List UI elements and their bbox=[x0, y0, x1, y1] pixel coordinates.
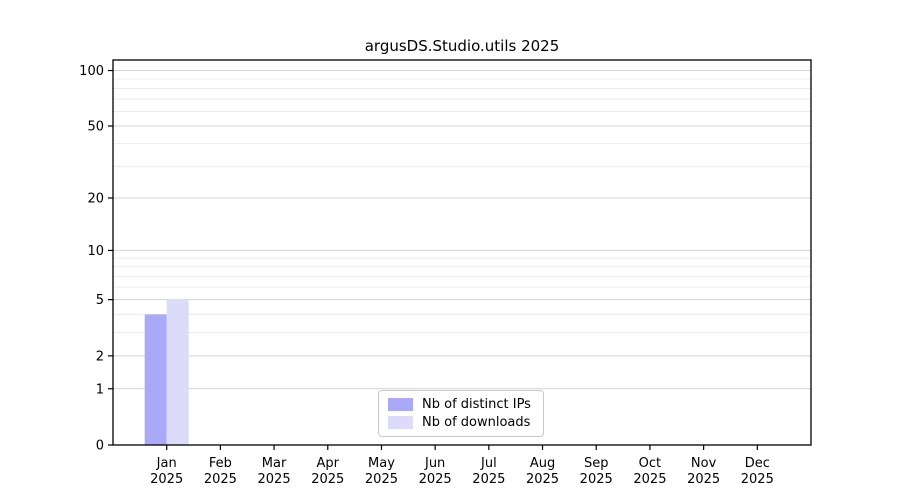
y-tick-label-20: 20 bbox=[87, 191, 104, 206]
x-tick-label-month: Oct bbox=[639, 456, 661, 471]
y-tick-label-50: 50 bbox=[87, 119, 104, 134]
x-tick-label-month: Aug bbox=[530, 456, 555, 471]
legend: Nb of distinct IPs Nb of downloads bbox=[378, 390, 544, 437]
x-tick-label-month: Dec bbox=[745, 456, 770, 471]
y-tick-label-10: 10 bbox=[87, 244, 104, 259]
x-tick-label-month: Jul bbox=[480, 456, 497, 471]
x-tick-label-year: 2025 bbox=[526, 472, 559, 487]
x-tick-label-month: Mar bbox=[262, 456, 287, 471]
x-tick-label-year: 2025 bbox=[687, 472, 720, 487]
x-tick-label-year: 2025 bbox=[150, 472, 183, 487]
y-tick-label-2: 2 bbox=[96, 349, 104, 364]
x-tick-label-year: 2025 bbox=[204, 472, 237, 487]
x-tick-label-year: 2025 bbox=[258, 472, 291, 487]
bar-distinct-ips-jan bbox=[144, 314, 167, 445]
y-tick-label-0: 0 bbox=[96, 439, 104, 454]
x-tick-label-year: 2025 bbox=[472, 472, 505, 487]
y-tick-label-100: 100 bbox=[79, 64, 104, 79]
x-tick-label-month: Jan bbox=[156, 456, 177, 471]
x-tick-label-year: 2025 bbox=[580, 472, 613, 487]
y-tick-label-1: 1 bbox=[96, 382, 104, 397]
x-tick-label-month: Nov bbox=[691, 456, 717, 471]
legend-label-downloads: Nb of downloads bbox=[422, 415, 531, 430]
x-tick-label-month: May bbox=[368, 456, 395, 471]
x-tick-label-month: Sep bbox=[584, 456, 609, 471]
x-tick-label-year: 2025 bbox=[311, 472, 344, 487]
legend-item-distinct-ips: Nb of distinct IPs bbox=[388, 397, 534, 412]
plot-frame bbox=[112, 59, 812, 446]
y-tick-label-5: 5 bbox=[96, 293, 104, 308]
x-tick-label-year: 2025 bbox=[741, 472, 774, 487]
legend-item-downloads: Nb of downloads bbox=[388, 415, 534, 430]
x-tick-label-year: 2025 bbox=[633, 472, 666, 487]
x-tick-label-month: Feb bbox=[209, 456, 232, 471]
x-tick-label-month: Jun bbox=[424, 456, 445, 471]
bar-downloads-jan bbox=[166, 299, 189, 445]
x-tick-label-year: 2025 bbox=[419, 472, 452, 487]
legend-swatch-downloads bbox=[388, 416, 413, 429]
legend-swatch-distinct-ips bbox=[388, 398, 413, 411]
legend-label-distinct-ips: Nb of distinct IPs bbox=[422, 397, 531, 412]
chart-title: argusDS.Studio.utils 2025 bbox=[364, 37, 560, 55]
x-tick-label-year: 2025 bbox=[365, 472, 398, 487]
x-tick-label-month: Apr bbox=[317, 456, 340, 471]
